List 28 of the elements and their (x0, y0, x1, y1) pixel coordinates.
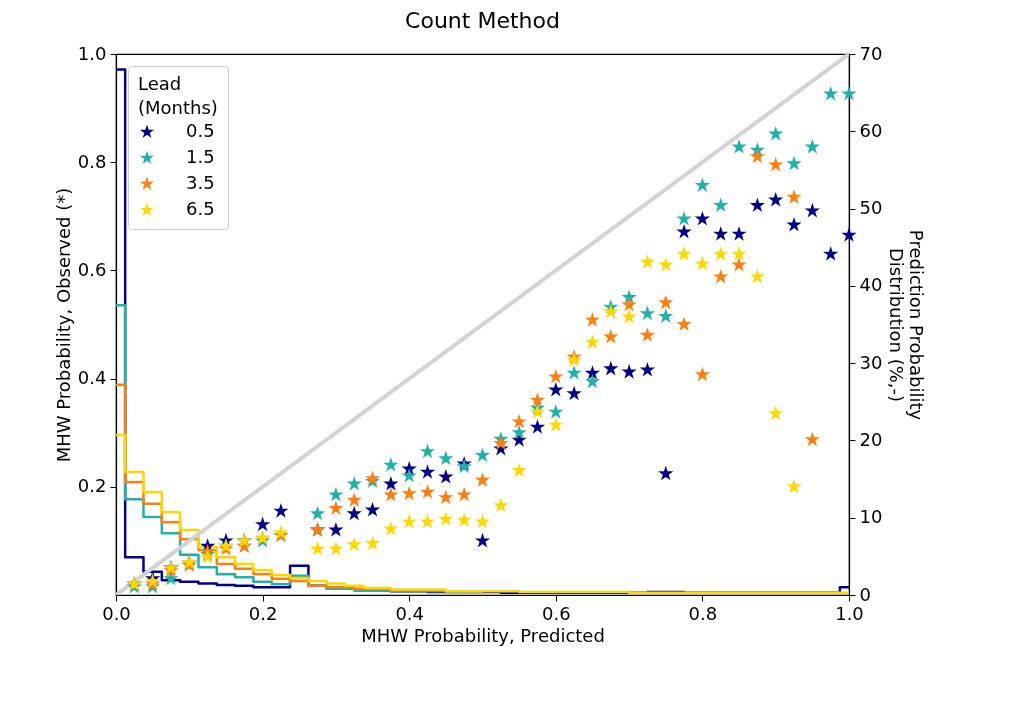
y-tick-label: 0.8 (77, 150, 107, 172)
chart-title: Count Method (405, 8, 560, 33)
y2-tick-label: 20 (859, 428, 883, 450)
y2-tick-label: 10 (859, 506, 883, 528)
x-tick-label: 0.6 (541, 602, 571, 624)
y-tick-label: 0.6 (77, 258, 107, 280)
x-tick-label: 0.4 (395, 602, 425, 624)
x-axis-title: MHW Probability, Predicted (361, 624, 605, 646)
y2-tick-label: 70 (859, 42, 883, 64)
legend-label: 3.5 (186, 172, 215, 193)
x-tick-label: 0.8 (688, 602, 718, 624)
x-tick-label: 1.0 (835, 602, 864, 624)
y2-tick-label: 0 (859, 583, 871, 605)
y-tick-label: 1.0 (77, 42, 107, 64)
y2-axis-title: Prediction Probability Distribution (%,-) (886, 229, 928, 421)
x-tick-label: 0.2 (248, 602, 278, 624)
y2-tick-label: 50 (859, 197, 883, 219)
legend-label: 6.5 (186, 198, 215, 219)
legend-label: 0.5 (186, 120, 215, 141)
legend-title: Lead (Months) (138, 73, 218, 118)
y2-tick-label: 30 (859, 351, 883, 373)
y-axis-title: MHW Probability, Observed (*) (52, 187, 74, 463)
y-tick-label: 0.2 (77, 475, 107, 497)
y-tick-label: 0.4 (77, 367, 107, 389)
y2-tick-label: 40 (859, 274, 883, 296)
y2-tick-label: 60 (859, 119, 883, 141)
legend-label: 1.5 (186, 146, 215, 167)
x-tick-label: 0.0 (102, 602, 131, 624)
